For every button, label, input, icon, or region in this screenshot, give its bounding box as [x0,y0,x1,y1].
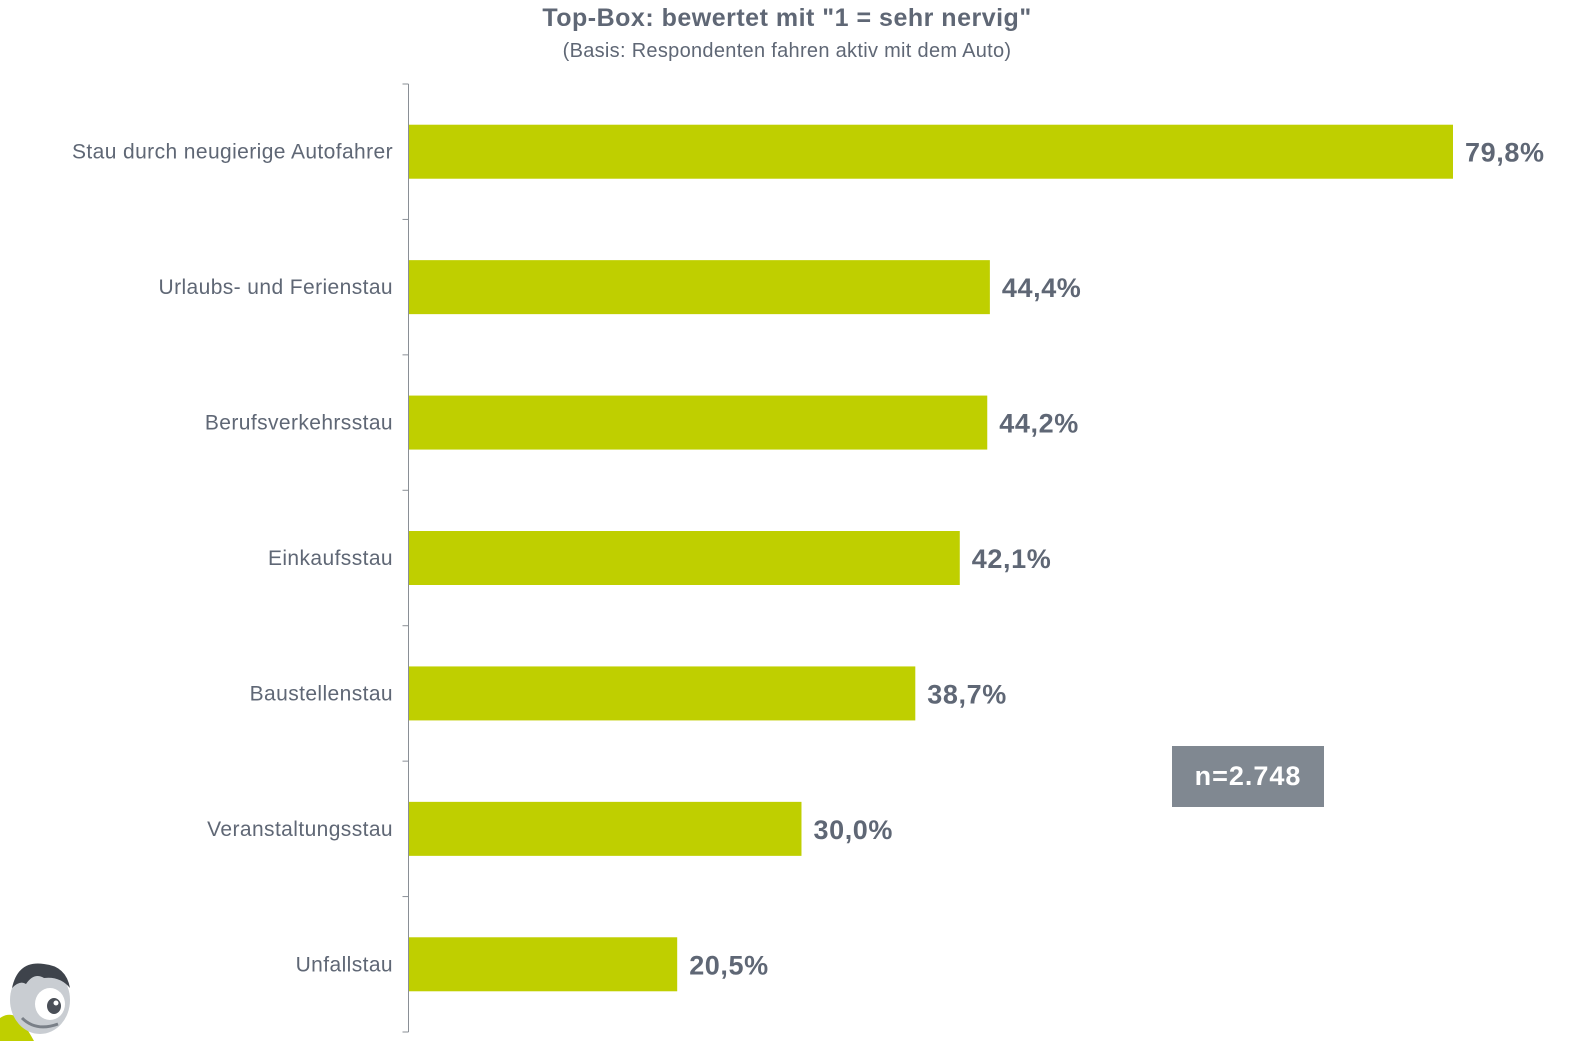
bar [409,531,960,585]
category-axis [402,83,409,1033]
category-label: Baustellenstau [250,682,393,705]
bar [409,801,802,856]
value-label: 42,1% [972,544,1052,574]
bar [409,260,990,315]
category-label: Veranstaltungsstau [207,818,393,841]
chart-title: Top-Box: bewertet mit "1 = sehr nervig" [542,4,1032,32]
labels: Stau durch neugierige Autofahrer 79,8% Url… [72,138,1545,981]
category-label: Urlaubs- und Ferienstau [159,276,393,299]
category-label: Berufsverkehrsstau [205,412,393,435]
category-label: Einkaufsstau [268,547,393,570]
value-label: 44,4% [1002,273,1082,303]
bar [409,666,916,721]
bar [409,124,1453,179]
bar [409,395,988,450]
bar [409,937,678,992]
value-label: 20,5% [689,950,769,980]
value-label: 30,0% [813,815,893,845]
value-label: 38,7% [927,679,1007,709]
sample-size-badge: n=2.748 [1172,746,1324,807]
category-label: Unfallstau [296,953,393,976]
mascot-logo [0,963,70,1041]
chart-subtitle: (Basis: Respondenten fahren aktiv mit de… [562,40,1012,62]
value-label: 44,2% [999,409,1079,439]
bars [409,124,1453,992]
value-label: 79,8% [1465,138,1545,168]
category-label: Stau durch neugierige Autofahrer [72,141,393,164]
